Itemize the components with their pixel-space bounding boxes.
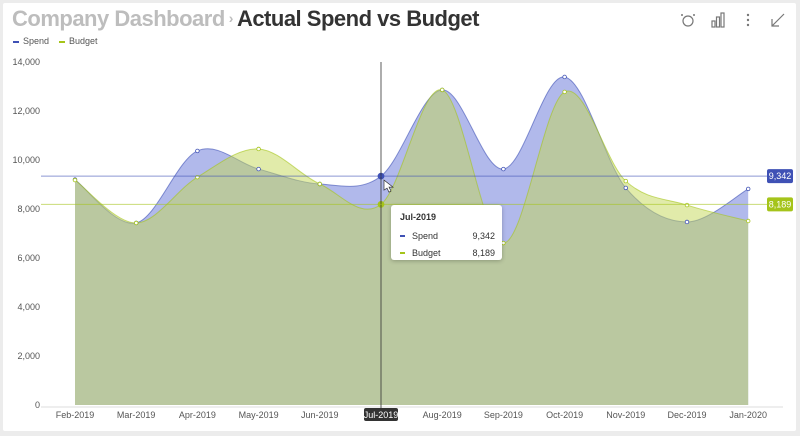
legend: Spend Budget [13, 36, 98, 46]
page-title: Company Dashboard › Actual Spend vs Budget [12, 6, 479, 32]
y-tick-label: 2,000 [17, 351, 40, 361]
y-tick-label: 8,000 [17, 204, 40, 214]
tooltip-value: 9,342 [472, 231, 495, 241]
tooltip-row-spend: Spend 9,342 [400, 231, 495, 241]
data-point[interactable] [72, 177, 78, 183]
data-point[interactable] [256, 166, 261, 172]
x-tick-label: Nov-2019 [606, 410, 645, 420]
tooltip-row-budget: Budget 8,189 [400, 248, 495, 258]
data-point[interactable] [562, 74, 567, 80]
crosshair-value-badge [767, 169, 793, 184]
tooltip: Jul-2019 Spend 9,342 Budget 8,189 [391, 205, 502, 260]
x-tick-label: Jul-2019 [364, 410, 399, 420]
legend-item-budget[interactable]: Budget [59, 36, 98, 46]
data-point[interactable] [746, 218, 751, 224]
data-point[interactable] [623, 185, 628, 191]
bar-chart-icon[interactable] [710, 12, 726, 28]
tooltip-title: Jul-2019 [400, 212, 437, 222]
x-tick-label: Feb-2019 [56, 410, 95, 420]
y-tick-label: 12,000 [12, 106, 40, 116]
data-point[interactable] [562, 89, 567, 95]
y-tick-label: 10,000 [12, 155, 40, 165]
widget-title: Actual Spend vs Budget [236, 6, 480, 31]
legend-label: Budget [69, 36, 98, 46]
x-tick-label: Apr-2019 [179, 410, 216, 420]
data-point[interactable] [684, 219, 690, 225]
y-tick-label: 0 [35, 400, 40, 410]
data-point[interactable] [501, 166, 506, 172]
x-tick-label: Dec-2019 [667, 410, 706, 420]
mouse-cursor-icon [383, 179, 395, 193]
data-point[interactable] [501, 240, 506, 246]
tooltip-label: Budget [412, 248, 441, 258]
x-tick-label: Sep-2019 [484, 410, 523, 420]
data-point[interactable] [256, 146, 261, 152]
collapse-arrow-icon[interactable] [770, 12, 786, 28]
x-tick-label: Mar-2019 [117, 410, 156, 420]
x-tick-label: Jan-2020 [729, 410, 767, 420]
data-point[interactable] [440, 87, 445, 93]
data-point[interactable] [684, 202, 690, 208]
x-tick-highlight [364, 408, 398, 421]
toolbar [680, 12, 786, 28]
data-point[interactable] [133, 220, 139, 226]
tooltip-label: Spend [412, 231, 439, 241]
x-tick-label: Aug-2019 [423, 410, 462, 420]
crosshair-value-label: 9,342 [769, 171, 792, 181]
y-tick-label: 6,000 [17, 253, 40, 263]
data-point[interactable] [195, 148, 200, 154]
more-vertical-icon[interactable] [740, 12, 756, 28]
data-point[interactable] [623, 178, 628, 184]
y-tick-label: 4,000 [17, 302, 40, 312]
tooltip-value: 8,189 [472, 248, 495, 258]
legend-item-spend[interactable]: Spend [13, 36, 49, 46]
legend-label: Spend [23, 36, 50, 46]
crosshair-value-label: 8,189 [769, 199, 792, 209]
y-tick-label: 14,000 [12, 57, 40, 67]
data-point[interactable] [746, 186, 751, 192]
x-tick-label: Oct-2019 [546, 410, 583, 420]
crosshair-value-badge [767, 197, 793, 212]
data-point[interactable] [317, 181, 322, 187]
alarm-icon[interactable] [680, 12, 696, 28]
x-tick-label: May-2019 [239, 410, 279, 420]
x-tick-label: Jun-2019 [301, 410, 339, 420]
breadcrumb-separator: › [228, 10, 234, 26]
breadcrumb-company-dashboard[interactable]: Company Dashboard [12, 6, 225, 31]
